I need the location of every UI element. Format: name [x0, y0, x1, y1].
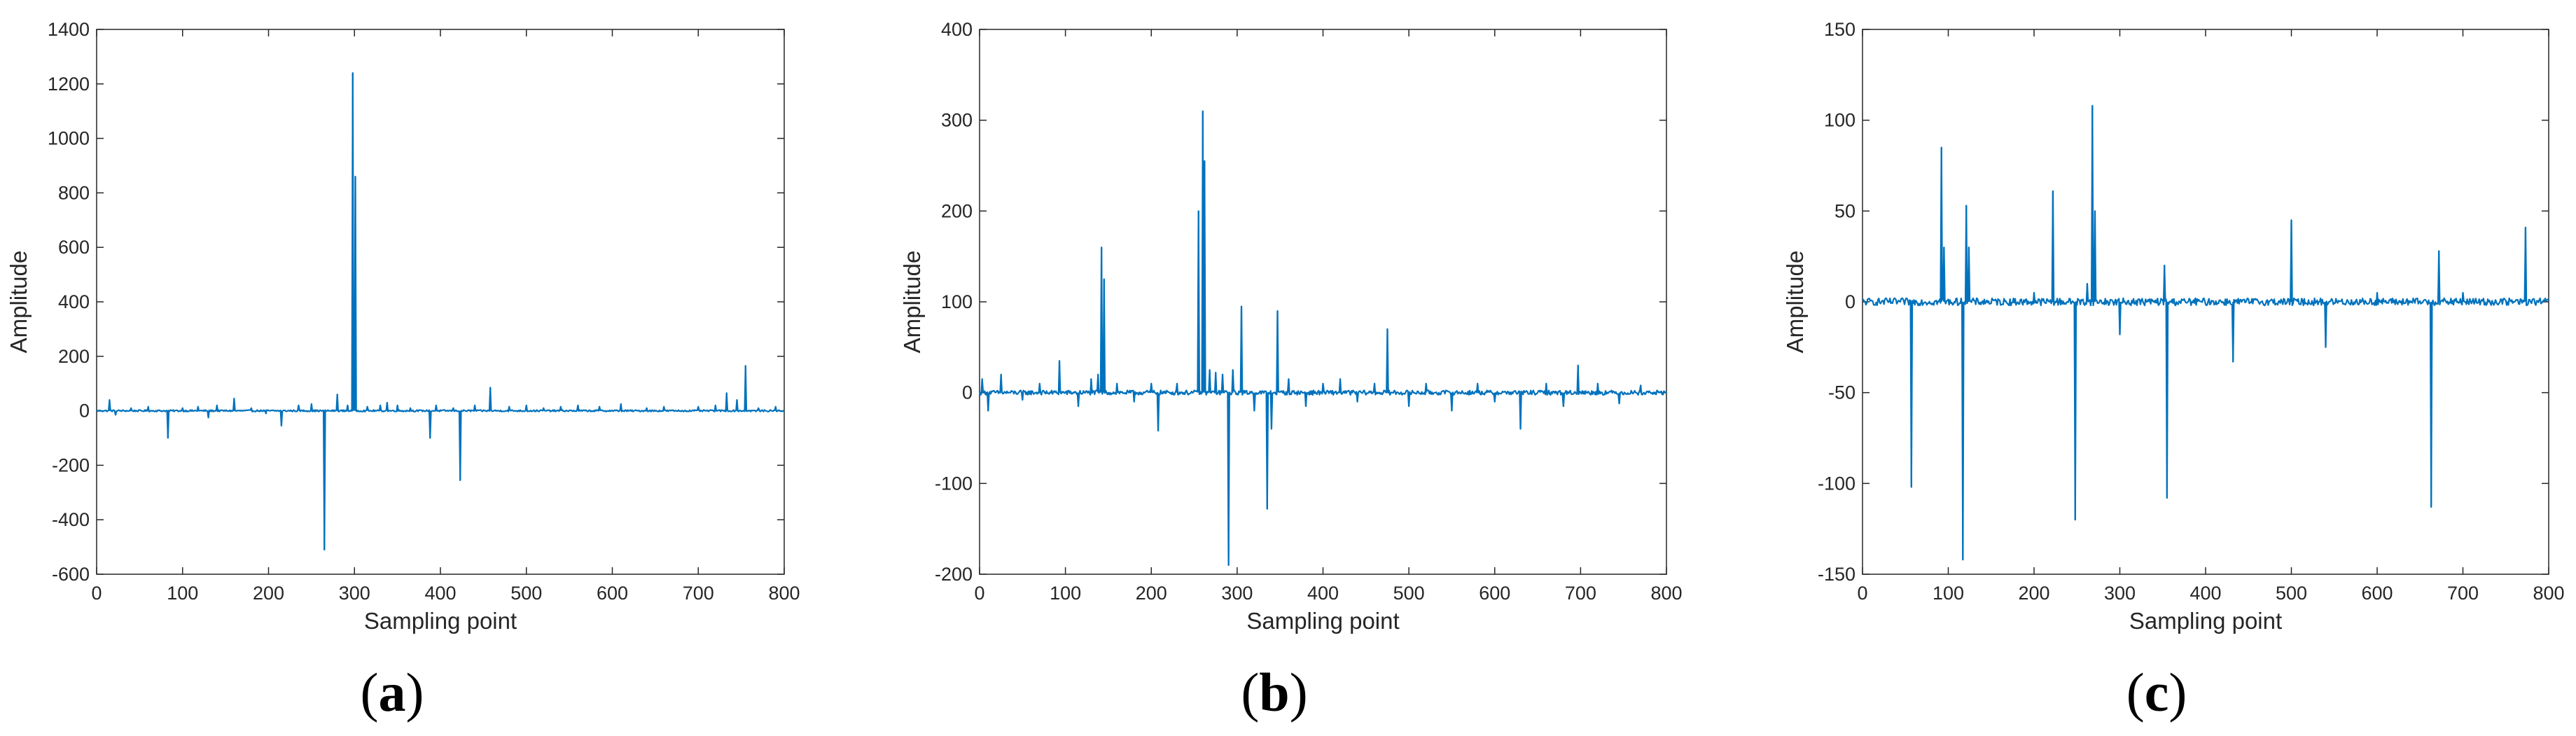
y-tick-label: 0	[79, 401, 90, 422]
y-tick-label: 800	[58, 182, 90, 203]
x-tick-label: 800	[1650, 583, 1682, 604]
x-axis-label: Sampling point	[2129, 608, 2282, 634]
y-tick-label: -50	[1828, 382, 1856, 403]
x-tick-label: 300	[1221, 583, 1253, 604]
x-tick-label: 600	[2361, 583, 2393, 604]
y-axis-label: Amplitude	[1782, 251, 1808, 354]
x-tick-label: 0	[91, 583, 102, 604]
y-tick-label: 150	[1824, 19, 1856, 40]
x-tick-label: 800	[768, 583, 800, 604]
y-tick-label: -100	[935, 473, 973, 494]
y-tick-label: 400	[941, 19, 973, 40]
y-tick-label: 0	[962, 382, 973, 403]
x-tick-label: 400	[2189, 583, 2221, 604]
y-tick-label: 400	[58, 291, 90, 312]
x-tick-label: 600	[1479, 583, 1510, 604]
y-tick-label: -600	[52, 564, 90, 585]
panel-label-open: (	[361, 662, 379, 723]
panel-label-open: (	[1241, 662, 1259, 723]
panel-label-close: )	[1290, 662, 1308, 723]
signal-series-line	[96, 72, 785, 551]
x-tick-label: 300	[2104, 583, 2136, 604]
chart-panel-c: 0 100 200 300 400 500 600 700 800 -150 -100 -50 0 50 1…	[1782, 19, 2565, 723]
x-tick-label: 300	[339, 583, 370, 604]
x-tick-label: 800	[2533, 583, 2564, 604]
y-tick-label: -400	[52, 509, 90, 530]
panel-label: (c)	[2126, 662, 2187, 723]
panel-label-letter: a	[379, 662, 406, 723]
panel-label-letter: b	[1259, 662, 1289, 723]
x-tick-label: 100	[1050, 583, 1081, 604]
y-tick-label: -150	[1818, 564, 1856, 585]
y-tick-label: 1200	[48, 74, 90, 95]
y-axis-label: Amplitude	[899, 251, 925, 354]
panel-label-open: (	[2126, 662, 2145, 723]
x-tick-label: 400	[1307, 583, 1339, 604]
panel-label-letter: c	[2145, 662, 2169, 723]
panel-label: (b)	[1241, 662, 1307, 723]
x-tick-label: 400	[424, 583, 456, 604]
x-tick-label: 700	[683, 583, 714, 604]
chart-panel-a: 0 100 200 300 400 500 600 700 800 -600 -400 -200 0 20…	[6, 19, 800, 723]
y-tick-label: 0	[1845, 291, 1856, 312]
plot-frame	[979, 29, 1667, 575]
panel-label-close: )	[406, 662, 424, 723]
y-tick-label: -200	[52, 454, 90, 475]
x-axis-label: Sampling point	[364, 608, 517, 634]
y-axis-label: Amplitude	[6, 251, 32, 354]
x-tick-label: 500	[2276, 583, 2307, 604]
x-tick-label: 700	[2447, 583, 2479, 604]
x-tick-label: 600	[597, 583, 628, 604]
x-tick-label: 500	[510, 583, 542, 604]
x-tick-label: 200	[253, 583, 284, 604]
x-tick-label: 100	[167, 583, 198, 604]
y-tick-label: -100	[1818, 473, 1856, 494]
y-tick-label: 600	[58, 237, 90, 258]
x-tick-label: 200	[2018, 583, 2049, 604]
y-tick-label: 1400	[48, 19, 90, 40]
panel-label: (a)	[361, 662, 424, 723]
y-tick-label: 300	[941, 110, 973, 131]
y-tick-label: 200	[941, 200, 973, 221]
y-tick-label: 200	[58, 346, 90, 367]
signal-series-line	[1862, 104, 2549, 561]
panel-label-close: )	[2168, 662, 2187, 723]
y-tick-label: 50	[1834, 200, 1856, 221]
x-tick-label: 500	[1393, 583, 1425, 604]
x-tick-label: 200	[1136, 583, 1167, 604]
y-tick-label: 1000	[48, 128, 90, 149]
y-tick-label: -200	[935, 564, 973, 585]
x-tick-label: 0	[974, 583, 984, 604]
x-tick-label: 0	[1857, 583, 1867, 604]
y-tick-label: 100	[1824, 110, 1856, 131]
x-axis-label: Sampling point	[1246, 608, 1399, 634]
plot-frame	[96, 29, 785, 575]
x-tick-label: 100	[1933, 583, 1964, 604]
x-tick-label: 700	[1565, 583, 1596, 604]
y-tick-label: 100	[941, 291, 973, 312]
chart-panel-b: 0 100 200 300 400 500 600 700 800 -200 -100 0 100 200…	[899, 19, 1683, 723]
